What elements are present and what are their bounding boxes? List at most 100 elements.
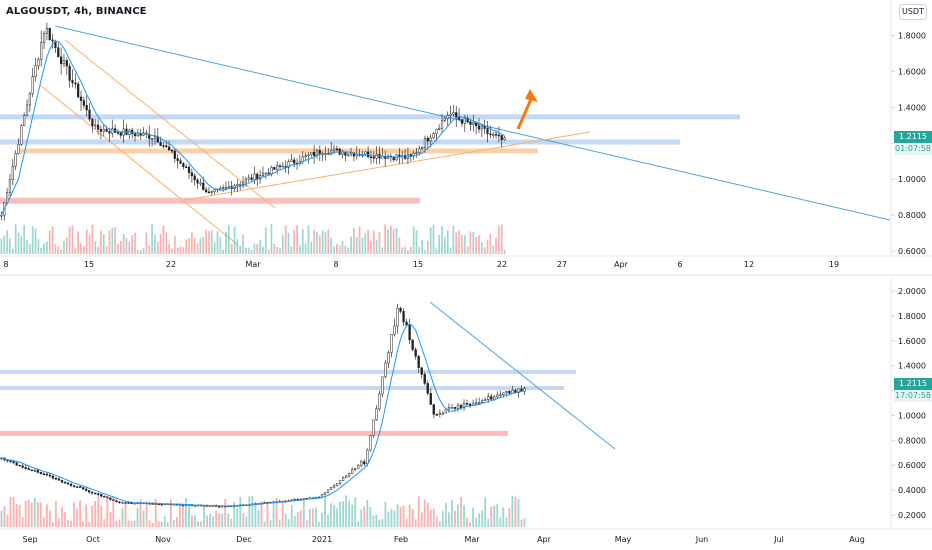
volume-bar [415,230,418,254]
x-tick-label: 15 [84,260,94,269]
volume-bar [48,510,51,527]
candle-body [6,192,9,203]
volume-bar [284,513,287,527]
volume-bar [310,241,313,254]
candle-body [290,159,293,162]
candle-body [91,491,94,494]
candle-body [66,482,70,485]
volume-bar [79,500,82,527]
volume-bar [172,520,175,527]
last-price-badge-bottom: 1.2115 [894,378,932,390]
volume-bar [341,241,344,254]
volume-bar [330,503,332,527]
volume-bar [82,521,85,527]
candle-body [432,404,435,415]
candle-body [51,475,55,479]
volume-bar [324,495,326,527]
candle-body [148,133,151,139]
x-tick-label: Mar [245,260,261,269]
volume-bar [151,224,153,254]
volume-bar [398,237,401,254]
volume-bar [267,249,270,254]
volume-bar [253,243,256,254]
volume-bar [366,499,369,527]
volume-bar [369,507,372,527]
candle-body [136,133,139,137]
candle-body [21,465,24,468]
volume-bar [451,500,453,527]
volume-bar [11,248,14,254]
candle-body [463,118,466,124]
volume-bar [402,505,405,527]
candle-body [17,144,20,154]
volume-bar [239,496,242,527]
candle-body [465,403,469,405]
candle-body [453,406,457,409]
volume-bar [127,520,130,527]
candle-body [441,412,445,415]
candle-body [338,480,342,484]
volume-bar [64,511,66,527]
x-tick-label: 2021 [312,535,332,544]
volume-bar [105,246,108,254]
volume-bar [91,224,94,254]
candle-body [344,475,348,479]
x-tick-label: 22 [166,260,176,269]
volume-bar [60,249,62,254]
volume-bar [426,502,429,527]
candle-body [106,496,109,499]
volume-bar [305,520,308,527]
pane-separator[interactable] [0,274,932,276]
x-tick-label: 27 [557,260,567,269]
candle-body [293,498,296,501]
volume-bar [486,239,489,254]
candle-body [63,481,67,484]
y-tick-label: 1.6000 [898,67,926,76]
resistance-zone [0,114,740,120]
candle-body [181,504,185,507]
candle-body [261,172,265,176]
volume-bar [472,507,475,527]
volume-bar [39,502,42,527]
bottom-chart-canvas[interactable]: 2.00001.80001.60001.40001.20001.00000.80… [0,277,932,550]
volume-bar [493,505,496,527]
candle-body [503,137,506,140]
volume-bar [100,230,102,254]
volume-bar [131,235,134,254]
volume-bar [405,518,408,527]
candle-body [455,112,458,118]
ascending-trendline [184,131,591,201]
volume-bar [438,234,441,254]
volume-bar [122,234,125,254]
candle-body [227,186,230,188]
chart-pane-bottom[interactable]: 2.00001.80001.60001.40001.20001.00000.80… [0,277,932,550]
top-chart-canvas[interactable]: 1.80001.60001.40001.20001.00000.80000.60… [0,0,932,275]
volume-bar [387,229,389,254]
candle-body [18,464,21,467]
volume-bar [318,235,321,254]
candle-body [202,182,205,190]
candle-body [121,502,124,504]
volume-bar [100,505,103,527]
candle-body [411,339,414,350]
volume-bar [260,500,263,527]
candle-body [204,189,208,193]
currency-button[interactable]: USDT [899,4,927,20]
volume-bar [441,226,443,254]
volume-bar [469,231,472,254]
last-price-badge-top: 1.2115 [894,131,932,143]
candle-body [438,412,442,415]
volume-bar [145,503,148,527]
candle-body [30,469,33,471]
volume-bar [361,237,364,254]
volume-bar [34,228,37,254]
volume-bar [505,517,508,527]
x-tick-label: May [615,535,632,544]
candle-body [423,374,426,384]
candle-body [182,163,185,168]
volume-bar [125,237,128,254]
volume-bar [287,232,290,254]
chart-pane-top[interactable]: 1.80001.60001.40001.20001.00000.80000.60… [0,0,932,275]
volume-bar [262,246,264,254]
volume-bar [378,519,381,527]
